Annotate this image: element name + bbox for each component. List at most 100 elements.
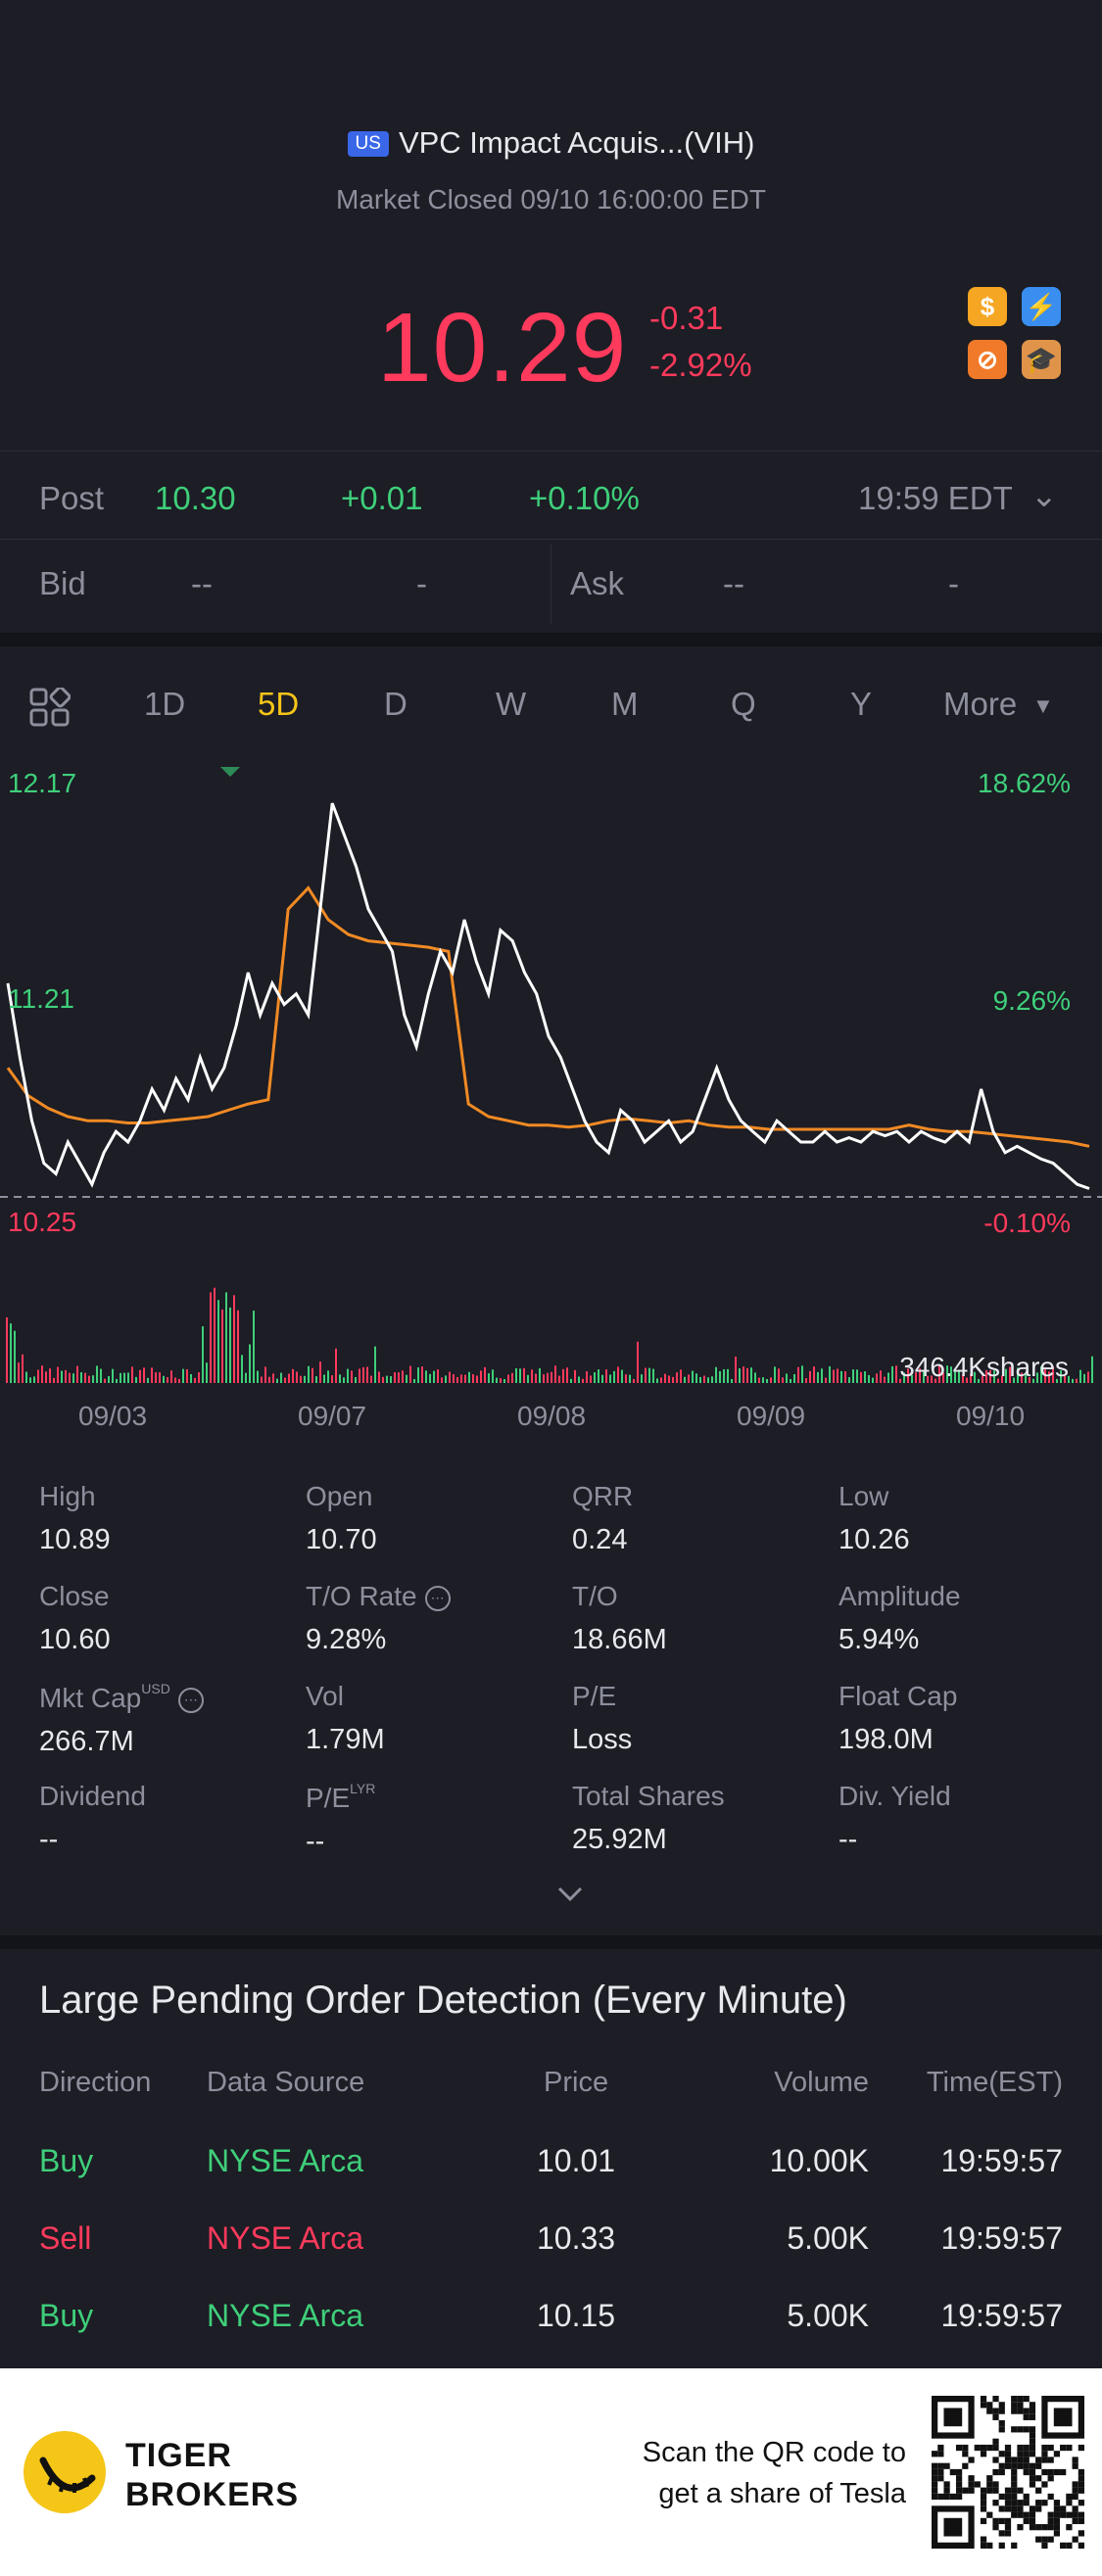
volume-bar (746, 1367, 748, 1383)
volume-bar (523, 1367, 525, 1383)
volume-bar (453, 1374, 455, 1383)
section-title: Large Pending Order Detection (Every Min… (39, 1979, 847, 2022)
no-sign-icon[interactable]: ⊘ (968, 340, 1007, 379)
expand-chevron-icon[interactable] (556, 1885, 584, 1903)
bid-price: -- (191, 565, 213, 601)
price-change: -0.31 (649, 300, 724, 336)
volume-bar (617, 1366, 619, 1383)
volume-bar (891, 1365, 893, 1383)
stat-float-cap: Float Cap 198.0M (838, 1681, 958, 1755)
dollar-icon[interactable]: $ (968, 287, 1007, 326)
volume-bar (261, 1376, 263, 1383)
volume-bar (601, 1374, 603, 1383)
volume-bar (167, 1377, 168, 1383)
tab-d[interactable]: D (384, 686, 407, 722)
volume-bar (268, 1376, 270, 1383)
more-info-icon[interactable]: ⋯ (424, 1586, 451, 1611)
volume-bar (182, 1368, 184, 1383)
volume-bar (237, 1310, 239, 1383)
order-time: 19:59:57 (940, 2298, 1063, 2333)
volume-bar (413, 1378, 415, 1383)
volume-bar (840, 1370, 842, 1383)
tab-w[interactable]: W (496, 686, 527, 722)
qr-code-icon[interactable] (932, 2396, 1084, 2549)
volume-bar (535, 1373, 537, 1383)
volume-bar (652, 1368, 654, 1383)
price-chart[interactable] (0, 759, 1102, 1386)
lightning-icon[interactable]: ⚡ (1022, 287, 1061, 326)
volume-bar (10, 1323, 12, 1383)
stat-vol: Vol 1.79M (306, 1681, 385, 1755)
order-price: 10.33 (537, 2220, 616, 2256)
volume-bar (527, 1374, 529, 1383)
more-info-icon[interactable]: ⋯ (177, 1688, 204, 1713)
volume-bar (104, 1378, 106, 1383)
post-market-row[interactable]: Post 10.30 +0.01 +0.10% 19:59 EDT ⌄ (0, 477, 1102, 539)
volume-bar (923, 1371, 925, 1383)
volume-bar (766, 1378, 768, 1383)
stat-qrr: QRR 0.24 (572, 1481, 634, 1555)
volume-bar (754, 1372, 756, 1383)
volume-bar (464, 1374, 466, 1383)
tab-5d[interactable]: 5D (258, 686, 300, 722)
volume-bar (1076, 1378, 1078, 1383)
volume-bar (625, 1374, 627, 1383)
stat-high: High 10.89 (39, 1481, 111, 1555)
tab-q[interactable]: Q (731, 686, 756, 722)
volume-bar (186, 1368, 188, 1383)
volume-bar (1060, 1370, 1062, 1383)
volume-bar (449, 1371, 451, 1383)
volume-bar (656, 1378, 658, 1383)
volume-bar (292, 1368, 294, 1383)
volume-bar (190, 1373, 192, 1383)
volume-bar (692, 1370, 694, 1383)
volume-bar (629, 1374, 631, 1383)
volume-bar (57, 1366, 59, 1383)
caret-down-icon[interactable]: ▼ (1032, 693, 1054, 718)
volume-bar (978, 1378, 980, 1383)
ask-size: - (948, 565, 959, 601)
pct-label-mid: 9.26% (992, 985, 1071, 1016)
volume-bar (876, 1373, 878, 1383)
volume-bar (645, 1367, 647, 1383)
volume-bar (229, 1307, 231, 1383)
stat-mkt-cap: Mkt CapUSD⋯ 266.7M (39, 1681, 204, 1758)
volume-bar (578, 1376, 580, 1383)
volume-bar (507, 1374, 509, 1383)
stat-amplitude: Amplitude 5.94% (838, 1581, 961, 1655)
volume-bar (586, 1371, 588, 1383)
tab-1d[interactable]: 1D (144, 686, 186, 722)
volume-bar (723, 1368, 725, 1383)
chevron-down-icon[interactable]: ⌄ (1030, 477, 1058, 513)
volume-bar (970, 1374, 972, 1383)
volume-bar (14, 1330, 16, 1383)
order-direction: Buy (39, 2298, 94, 2333)
order-time: 19:59:57 (940, 2220, 1063, 2256)
volume-bar (880, 1370, 882, 1383)
volume-bar (456, 1376, 458, 1383)
volume-bar (100, 1368, 102, 1383)
volume-bar (272, 1373, 274, 1383)
volume-bar (1068, 1375, 1070, 1383)
volume-bar (511, 1372, 513, 1383)
education-icon[interactable]: 🎓 (1022, 340, 1061, 379)
volume-bar (386, 1375, 388, 1383)
volume-bar (1013, 1377, 1015, 1383)
pct-label-top: 18.62% (978, 768, 1071, 798)
order-price: 10.01 (537, 2143, 616, 2178)
volume-bar (25, 1371, 27, 1383)
volume-bar (562, 1368, 564, 1383)
volume-bar (241, 1355, 243, 1383)
post-change: +0.01 (341, 480, 423, 516)
order-price: 10.15 (537, 2298, 616, 2333)
tab-more[interactable]: More (943, 686, 1018, 722)
market-badge: US (347, 131, 389, 157)
tab-y[interactable]: Y (850, 686, 873, 722)
grid-icon[interactable] (29, 688, 71, 727)
volume-bar (335, 1348, 337, 1383)
volume-bar (743, 1366, 744, 1383)
tab-m[interactable]: M (611, 686, 639, 722)
volume-bar (253, 1311, 255, 1383)
volume-bar (123, 1372, 125, 1383)
brand-line2: BROKERS (125, 2476, 300, 2513)
